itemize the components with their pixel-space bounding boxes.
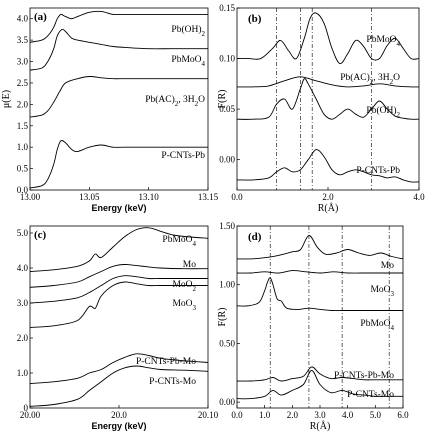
series-line-1 (29, 28, 208, 71)
x-tick-label: 20.10 (198, 410, 219, 420)
series-label-4: P-CNTs-Pb-Mo (136, 357, 196, 367)
panel-label: (a) (34, 11, 47, 23)
x-tick-label: 2.0 (322, 192, 334, 202)
series-label-3: P-CNTs-Pb (161, 151, 205, 161)
series-line-0 (236, 234, 404, 260)
series-label-0: Mo (381, 261, 394, 271)
y-tick-label: 0.00 (219, 397, 235, 407)
x-tick-label: 4.0 (413, 192, 425, 202)
y-tick-label: 2.5 (17, 78, 29, 88)
x-axis-title: R(Å) (310, 420, 331, 432)
series-line-1 (29, 264, 209, 288)
series-label-5: P-CNTs-Mo (149, 377, 196, 387)
series-label-1: PbMoO4 (171, 55, 205, 68)
series-line-1 (236, 76, 420, 88)
y-tick-label: 2.0 (17, 99, 29, 109)
x-tick-label: 13.10 (139, 192, 160, 202)
x-tick-label: 13.15 (198, 192, 219, 202)
series-label-0: PbMoO4 (162, 235, 196, 248)
x-tick-label: 4.0 (342, 410, 354, 420)
x-tick-label: 1.0 (259, 410, 271, 420)
y-tick-label: 0.00 (219, 155, 235, 165)
x-tick-label: 6.0 (397, 410, 409, 420)
y-tick-label: 1.00 (219, 280, 235, 290)
series-label-0: Pb(OH)2 (171, 24, 205, 38)
chart-panel-b: 0.0 2.0 4.0 0.00 0.05 0.10 0.15 PbMoO4 Pb(AC)2, … (217, 3, 425, 214)
chart-panel-a: 13.00 13.05 13.10 13.15 0.0 0.5 1.0 1.5 2.0 2.5 3.… (1, 7, 219, 213)
panel-label: (d) (248, 231, 262, 243)
series-label-4: P-CNTs-Mo (347, 390, 394, 400)
series-line-2 (236, 277, 403, 312)
y-tick-label: 5.0 (17, 228, 29, 238)
x-tick-label: 5.0 (370, 410, 382, 420)
series-line-3 (236, 366, 403, 382)
series-label-0: PbMoO4 (366, 35, 400, 48)
x-axis-title: Energy (keV) (91, 421, 146, 431)
series-label-2: PbMoO4 (360, 319, 394, 332)
series-line-0 (236, 12, 420, 65)
series-label-2: MoO2 (172, 280, 196, 293)
x-tick-label: 3.0 (314, 410, 326, 420)
x-tick-label: 13.05 (79, 192, 100, 202)
series-line-3 (29, 140, 208, 189)
series-line-4 (236, 369, 403, 400)
series-label-3: P-CNTs-Pb-Mo (334, 371, 394, 381)
x-tick-label: 0.0 (231, 410, 243, 420)
y-tick-label: 0.0 (17, 185, 29, 195)
chart-panel-c: 20.00 20.0 20.10 0 1.0 2.0 3.0 4.0 5.0 PbMoO4 Mo Mo… (17, 225, 219, 431)
series-line-3 (29, 281, 208, 328)
y-axis-title: F(R) (217, 308, 228, 327)
y-tick-label: 0.05 (219, 104, 235, 114)
series-label-1: Mo (183, 260, 196, 270)
series-line-3 (236, 149, 420, 183)
series-line-4 (29, 353, 209, 384)
chart-panel-d: 0.0 1.0 2.0 3.0 4.0 5.0 6.0 0.00 0.50 1.00 1.50 Mo M… (217, 221, 409, 432)
y-tick-label: 3.5 (17, 35, 29, 45)
series-line-2 (29, 275, 208, 304)
panel-label: (c) (34, 229, 47, 241)
x-tick-label: 2.0 (287, 410, 299, 420)
y-axis-title: μ(E) (1, 90, 12, 108)
series-label-3: P-CNTs-Pb (356, 166, 400, 176)
plot-frame (29, 7, 209, 191)
series-line-2 (236, 78, 420, 120)
y-tick-label: 4.0 (17, 263, 29, 273)
y-tick-label: 0.15 (219, 3, 235, 13)
y-tick-label: 1.0 (17, 142, 29, 152)
series-label-1: Pb(AC)2, 3H2O (340, 72, 400, 86)
y-tick-label: 1.50 (219, 221, 235, 231)
series-label-2: Pb(AC)2, 3H2O (145, 94, 205, 108)
panel-label: (b) (248, 13, 262, 25)
x-tick-label: 20.0 (111, 410, 127, 420)
y-tick-label: 1.0 (17, 368, 29, 378)
y-tick-label: 0.5 (17, 164, 29, 174)
series-line-0 (29, 227, 209, 272)
series-line-1 (236, 270, 403, 274)
series-label-3: MoO3 (172, 299, 196, 312)
series-label-2: Pb(OH)2 (366, 105, 400, 119)
x-tick-label: 0.0 (231, 192, 243, 202)
y-tick-label: 3.0 (17, 57, 29, 67)
x-tick-label: 13.00 (20, 192, 41, 202)
y-tick-label: 4.0 (17, 14, 29, 24)
y-tick-label: 2.0 (17, 333, 29, 343)
y-tick-label: 0.50 (219, 338, 235, 348)
x-axis-title: R(Å) (318, 202, 339, 214)
series-line-2 (29, 76, 208, 118)
y-tick-label: 0 (24, 403, 29, 413)
series-line-0 (29, 10, 208, 43)
x-tick-label: 20.00 (20, 410, 41, 420)
y-tick-label: 0.10 (219, 54, 235, 64)
series-label-1: MoO3 (370, 285, 394, 298)
y-tick-label: 3.0 (17, 298, 29, 308)
x-axis-title: Energy (keV) (91, 203, 146, 213)
series-line-5 (29, 365, 209, 407)
y-axis-title: F(R) (217, 90, 228, 109)
y-tick-label: 1.5 (17, 121, 29, 131)
